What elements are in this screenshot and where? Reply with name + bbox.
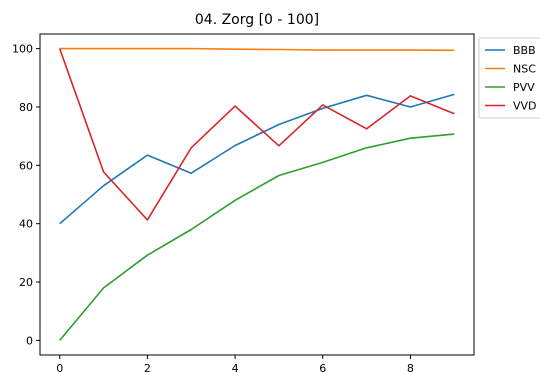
series-lines: [58, 47, 455, 341]
series-line-nsc: [59, 47, 455, 52]
legend-box: [478, 37, 540, 119]
x-tick-label: 8: [407, 362, 414, 372]
plot-frame: [39, 33, 475, 356]
y-tick-label: 40: [19, 218, 33, 231]
y-tick-label: 0: [26, 334, 33, 347]
axes: 0 20 40 60 80 100 0 2 4 6 8: [12, 33, 475, 372]
x-tick-label: 4: [232, 362, 239, 372]
chart-title: 04. Zorg [0 - 100]: [195, 12, 319, 28]
x-tick-label: 6: [319, 362, 326, 372]
legend: BBB NSC PVV VVD: [478, 37, 540, 119]
x-tick-label: 2: [144, 362, 151, 372]
y-tick-label: 20: [19, 276, 33, 289]
legend-label-vvd: VVD: [513, 100, 537, 113]
series-line-vvd: [58, 48, 455, 221]
y-tick-label: 60: [19, 159, 33, 172]
y-tick-label: 100: [12, 43, 33, 56]
y-tick-label: 80: [19, 101, 33, 114]
series-line-bbb: [59, 93, 455, 225]
series-line-pvv: [59, 133, 455, 341]
legend-label-pvv: PVV: [513, 81, 535, 94]
legend-label-bbb: BBB: [513, 44, 536, 57]
legend-label-nsc: NSC: [513, 63, 536, 76]
x-tick-label: 0: [56, 362, 63, 372]
